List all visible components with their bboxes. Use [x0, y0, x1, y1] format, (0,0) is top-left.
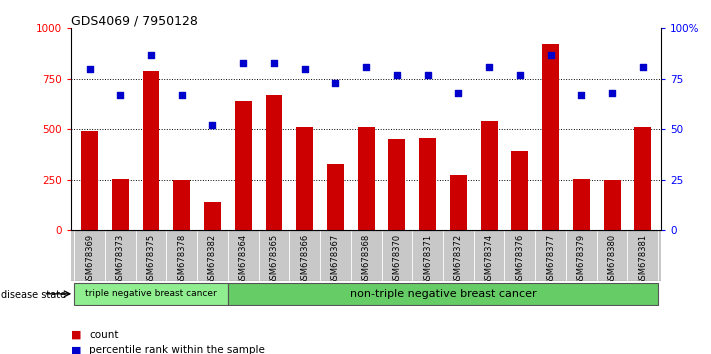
Text: GSM678376: GSM678376	[515, 234, 524, 285]
Text: percentile rank within the sample: percentile rank within the sample	[89, 346, 264, 354]
Bar	[388, 139, 405, 230]
Text: GSM678378: GSM678378	[177, 234, 186, 285]
Bar	[511, 152, 528, 230]
Point	[483, 64, 495, 69]
Text: GSM678372: GSM678372	[454, 234, 463, 285]
Text: disease state: disease state	[1, 290, 67, 299]
Bar	[358, 127, 375, 230]
Text: GSM678375: GSM678375	[146, 234, 156, 285]
Point	[114, 92, 126, 98]
Bar	[235, 101, 252, 230]
Bar	[542, 45, 559, 230]
Bar	[143, 71, 159, 230]
Text: GSM678370: GSM678370	[392, 234, 402, 285]
Bar	[296, 127, 313, 230]
Bar	[112, 179, 129, 230]
Text: GSM678365: GSM678365	[269, 234, 279, 285]
Bar	[228, 282, 658, 305]
Point	[637, 64, 648, 69]
Point	[545, 52, 556, 57]
Bar	[573, 179, 589, 230]
Bar	[74, 282, 228, 305]
Text: GSM678369: GSM678369	[85, 234, 94, 285]
Text: GSM678364: GSM678364	[239, 234, 247, 285]
Point	[606, 90, 618, 96]
Text: GSM678373: GSM678373	[116, 234, 124, 285]
Point	[576, 92, 587, 98]
Point	[360, 64, 372, 69]
Point	[268, 60, 279, 65]
Bar	[327, 164, 344, 230]
Bar	[450, 175, 467, 230]
Text: GSM678380: GSM678380	[608, 234, 616, 285]
Point	[237, 60, 249, 65]
Text: GSM678371: GSM678371	[423, 234, 432, 285]
Point	[422, 72, 433, 78]
Bar	[173, 180, 191, 230]
Point	[330, 80, 341, 86]
Bar	[204, 202, 221, 230]
Point	[299, 66, 311, 72]
Text: triple negative breast cancer: triple negative breast cancer	[85, 289, 217, 298]
Text: GSM678377: GSM678377	[546, 234, 555, 285]
Text: GSM678367: GSM678367	[331, 234, 340, 285]
Point	[391, 72, 402, 78]
Text: ■: ■	[71, 330, 82, 339]
Point	[145, 52, 156, 57]
Point	[176, 92, 188, 98]
Text: GSM678374: GSM678374	[485, 234, 493, 285]
Bar	[265, 95, 282, 230]
Point	[453, 90, 464, 96]
Text: GDS4069 / 7950128: GDS4069 / 7950128	[71, 14, 198, 27]
Text: GSM678381: GSM678381	[638, 234, 647, 285]
Point	[84, 66, 95, 72]
Point	[514, 72, 525, 78]
Text: GSM678379: GSM678379	[577, 234, 586, 285]
Text: GSM678366: GSM678366	[300, 234, 309, 285]
Bar	[634, 127, 651, 230]
Bar	[419, 138, 436, 230]
Text: ■: ■	[71, 346, 82, 354]
Bar	[481, 121, 498, 230]
Text: GSM678382: GSM678382	[208, 234, 217, 285]
Text: GSM678368: GSM678368	[362, 234, 370, 285]
Bar	[81, 131, 98, 230]
Bar	[604, 180, 621, 230]
Point	[207, 122, 218, 128]
Text: non-triple negative breast cancer: non-triple negative breast cancer	[350, 289, 536, 299]
Text: count: count	[89, 330, 118, 339]
